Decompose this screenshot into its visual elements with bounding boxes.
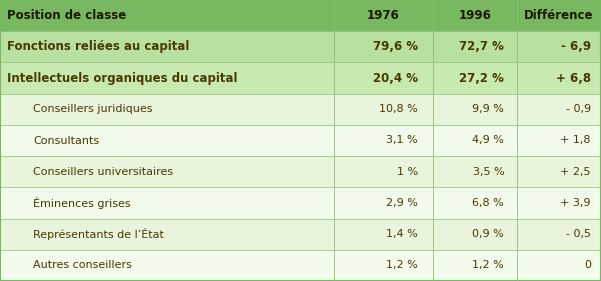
Bar — [0, 94, 601, 125]
Text: Différence: Différence — [524, 9, 594, 22]
Bar — [0, 156, 601, 187]
Text: 79,6 %: 79,6 % — [373, 40, 418, 53]
Text: 10,8 %: 10,8 % — [379, 104, 418, 114]
Bar — [0, 219, 601, 250]
Text: 9,9 %: 9,9 % — [472, 104, 504, 114]
Text: 1,4 %: 1,4 % — [386, 229, 418, 239]
Text: Position de classe: Position de classe — [7, 9, 126, 22]
Text: - 0,9: - 0,9 — [566, 104, 591, 114]
Text: + 1,8: + 1,8 — [560, 135, 591, 146]
Text: 3,1 %: 3,1 % — [386, 135, 418, 146]
Text: 2,9 %: 2,9 % — [386, 198, 418, 208]
Bar — [0, 31, 601, 62]
Text: Fonctions reliées au capital: Fonctions reliées au capital — [7, 40, 189, 53]
Text: Représentants de l’État: Représentants de l’État — [33, 228, 164, 240]
Text: - 6,9: - 6,9 — [561, 40, 591, 53]
Text: Conseillers universitaires: Conseillers universitaires — [33, 167, 173, 177]
Text: Éminences grises: Éminences grises — [33, 197, 130, 209]
Text: 1 %: 1 % — [397, 167, 418, 177]
Bar — [0, 62, 601, 94]
Text: 1976: 1976 — [367, 9, 400, 22]
Text: 27,2 %: 27,2 % — [459, 72, 504, 85]
Text: 72,7 %: 72,7 % — [459, 40, 504, 53]
Text: 20,4 %: 20,4 % — [373, 72, 418, 85]
Text: Intellectuels organiques du capital: Intellectuels organiques du capital — [7, 72, 238, 85]
Text: Conseillers juridiques: Conseillers juridiques — [33, 104, 153, 114]
Bar — [0, 0, 601, 31]
Text: 1996: 1996 — [459, 9, 491, 22]
Text: 0,9 %: 0,9 % — [472, 229, 504, 239]
Bar — [0, 125, 601, 156]
Text: 3,5 %: 3,5 % — [472, 167, 504, 177]
Text: Autres conseillers: Autres conseillers — [33, 260, 132, 270]
Text: Consultants: Consultants — [33, 135, 99, 146]
Text: 0: 0 — [584, 260, 591, 270]
Text: 6,8 %: 6,8 % — [472, 198, 504, 208]
Text: + 6,8: + 6,8 — [556, 72, 591, 85]
Text: + 2,5: + 2,5 — [560, 167, 591, 177]
Text: 1,2 %: 1,2 % — [386, 260, 418, 270]
Text: - 0,5: - 0,5 — [566, 229, 591, 239]
Text: + 3,9: + 3,9 — [560, 198, 591, 208]
Text: 4,9 %: 4,9 % — [472, 135, 504, 146]
Bar — [0, 250, 601, 281]
Text: 1,2 %: 1,2 % — [472, 260, 504, 270]
Bar — [0, 187, 601, 219]
